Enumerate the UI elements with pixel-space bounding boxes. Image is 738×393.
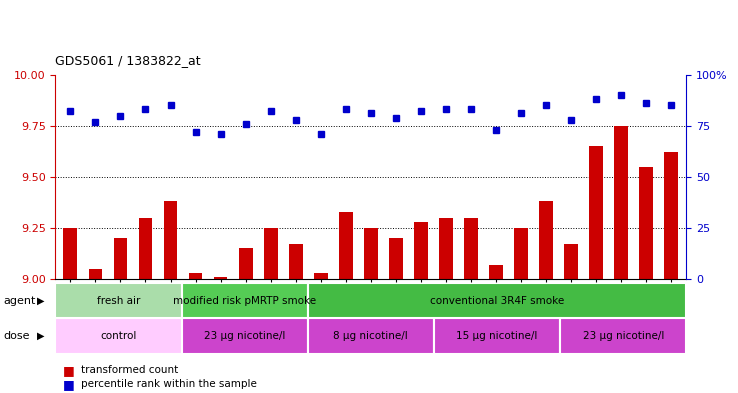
Bar: [263, 228, 277, 279]
Text: conventional 3R4F smoke: conventional 3R4F smoke: [430, 296, 564, 306]
Text: 8 μg nicotine/l: 8 μg nicotine/l: [334, 331, 408, 341]
Bar: [308, 318, 434, 354]
Bar: [539, 201, 553, 279]
Text: 23 μg nicotine/l: 23 μg nicotine/l: [204, 331, 286, 341]
Bar: [314, 273, 328, 279]
Bar: [339, 211, 353, 279]
Bar: [389, 238, 403, 279]
Text: control: control: [100, 331, 137, 341]
Text: ■: ■: [63, 378, 75, 391]
Bar: [590, 146, 603, 279]
Bar: [182, 283, 308, 318]
Bar: [434, 318, 560, 354]
Text: ▶: ▶: [37, 331, 44, 341]
Text: dose: dose: [4, 331, 30, 341]
Bar: [114, 238, 128, 279]
Bar: [164, 201, 177, 279]
Bar: [464, 218, 478, 279]
Bar: [614, 126, 628, 279]
Bar: [239, 248, 252, 279]
Text: percentile rank within the sample: percentile rank within the sample: [81, 379, 257, 389]
Bar: [364, 228, 378, 279]
Text: 15 μg nicotine/l: 15 μg nicotine/l: [456, 331, 538, 341]
Bar: [55, 283, 182, 318]
Bar: [514, 228, 528, 279]
Bar: [214, 277, 227, 279]
Bar: [565, 244, 578, 279]
Bar: [560, 318, 686, 354]
Text: ▶: ▶: [37, 296, 44, 306]
Bar: [63, 228, 77, 279]
Bar: [639, 167, 653, 279]
Bar: [55, 318, 182, 354]
Text: GDS5061 / 1383822_at: GDS5061 / 1383822_at: [55, 54, 201, 67]
Bar: [414, 222, 428, 279]
Text: 23 μg nicotine/l: 23 μg nicotine/l: [582, 331, 664, 341]
Bar: [139, 218, 152, 279]
Bar: [308, 283, 686, 318]
Bar: [182, 318, 308, 354]
Bar: [189, 273, 202, 279]
Bar: [664, 152, 678, 279]
Bar: [489, 265, 503, 279]
Text: fresh air: fresh air: [97, 296, 140, 306]
Bar: [289, 244, 303, 279]
Bar: [439, 218, 453, 279]
Text: ■: ■: [63, 364, 75, 377]
Bar: [89, 269, 103, 279]
Text: transformed count: transformed count: [81, 365, 179, 375]
Text: modified risk pMRTP smoke: modified risk pMRTP smoke: [173, 296, 316, 306]
Text: agent: agent: [4, 296, 36, 306]
